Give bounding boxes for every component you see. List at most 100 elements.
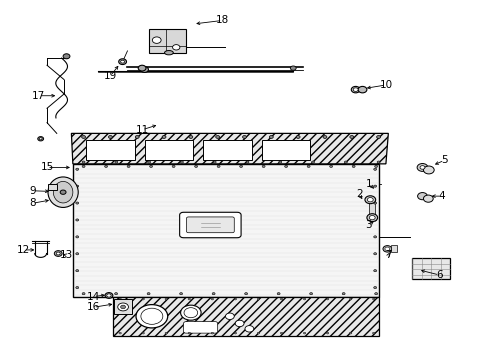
Ellipse shape	[278, 161, 281, 163]
Text: 4: 4	[438, 191, 445, 201]
Ellipse shape	[235, 320, 244, 327]
Ellipse shape	[53, 181, 73, 203]
Ellipse shape	[373, 287, 376, 289]
Ellipse shape	[82, 161, 85, 163]
Ellipse shape	[225, 313, 234, 319]
Ellipse shape	[76, 185, 79, 187]
Text: 2: 2	[355, 189, 362, 199]
Ellipse shape	[194, 165, 197, 167]
Ellipse shape	[152, 37, 161, 43]
Ellipse shape	[368, 216, 374, 220]
Text: 14: 14	[86, 292, 100, 302]
Ellipse shape	[366, 214, 377, 222]
Ellipse shape	[257, 298, 259, 300]
Ellipse shape	[373, 168, 376, 170]
Ellipse shape	[172, 45, 180, 50]
Ellipse shape	[119, 298, 121, 300]
Ellipse shape	[121, 305, 125, 309]
Ellipse shape	[217, 165, 220, 167]
Ellipse shape	[164, 50, 173, 55]
Bar	[203, 140, 251, 159]
Ellipse shape	[325, 298, 328, 300]
Ellipse shape	[147, 161, 150, 163]
Ellipse shape	[244, 325, 253, 332]
Ellipse shape	[419, 166, 424, 169]
Ellipse shape	[373, 236, 376, 238]
Ellipse shape	[127, 165, 130, 167]
Ellipse shape	[135, 135, 139, 138]
Ellipse shape	[366, 198, 372, 202]
Ellipse shape	[136, 305, 167, 328]
Ellipse shape	[269, 135, 273, 138]
Ellipse shape	[325, 332, 328, 334]
Ellipse shape	[147, 293, 150, 295]
Ellipse shape	[344, 161, 346, 163]
Ellipse shape	[373, 219, 376, 221]
Bar	[368, 200, 374, 218]
Ellipse shape	[82, 293, 85, 295]
Ellipse shape	[211, 332, 213, 334]
Text: 10: 10	[379, 80, 392, 90]
Ellipse shape	[149, 165, 152, 167]
Text: 7: 7	[384, 250, 391, 260]
Ellipse shape	[417, 193, 427, 200]
Ellipse shape	[296, 135, 300, 138]
Ellipse shape	[349, 135, 353, 138]
Ellipse shape	[180, 161, 183, 163]
Ellipse shape	[349, 332, 351, 334]
Ellipse shape	[290, 66, 296, 70]
Text: 9: 9	[29, 186, 36, 196]
Text: 16: 16	[86, 302, 100, 312]
Ellipse shape	[106, 294, 111, 297]
Text: 5: 5	[440, 155, 447, 165]
Ellipse shape	[188, 332, 190, 334]
Ellipse shape	[351, 165, 354, 167]
Ellipse shape	[423, 166, 433, 174]
Ellipse shape	[215, 135, 219, 138]
Ellipse shape	[81, 135, 85, 138]
Ellipse shape	[212, 293, 215, 295]
Ellipse shape	[277, 293, 280, 295]
Ellipse shape	[76, 236, 79, 238]
Ellipse shape	[374, 293, 377, 295]
Ellipse shape	[211, 298, 213, 300]
Ellipse shape	[172, 165, 175, 167]
Text: 12: 12	[17, 245, 30, 255]
Polygon shape	[113, 297, 378, 336]
Ellipse shape	[384, 247, 389, 251]
Polygon shape	[73, 164, 378, 297]
Ellipse shape	[165, 298, 167, 300]
Ellipse shape	[39, 138, 42, 140]
Ellipse shape	[374, 165, 377, 167]
Ellipse shape	[138, 65, 146, 71]
Ellipse shape	[76, 253, 79, 255]
Ellipse shape	[76, 270, 79, 272]
Bar	[261, 140, 310, 159]
Ellipse shape	[373, 253, 376, 255]
Ellipse shape	[165, 332, 167, 334]
Ellipse shape	[342, 293, 345, 295]
Text: 11: 11	[135, 125, 148, 135]
Bar	[149, 30, 185, 53]
Ellipse shape	[262, 165, 264, 167]
Ellipse shape	[242, 135, 246, 138]
Text: 13: 13	[60, 250, 73, 260]
Ellipse shape	[119, 59, 126, 64]
Ellipse shape	[179, 293, 182, 295]
Ellipse shape	[105, 293, 113, 298]
Ellipse shape	[76, 202, 79, 204]
Ellipse shape	[82, 165, 85, 167]
Ellipse shape	[306, 165, 309, 167]
Ellipse shape	[141, 67, 148, 72]
Text: 3: 3	[365, 220, 371, 230]
Bar	[86, 140, 135, 159]
Ellipse shape	[115, 161, 118, 163]
Ellipse shape	[60, 190, 66, 194]
Ellipse shape	[76, 287, 79, 289]
Ellipse shape	[188, 298, 190, 300]
Ellipse shape	[352, 88, 357, 91]
Ellipse shape	[119, 332, 121, 334]
Ellipse shape	[416, 163, 427, 171]
Ellipse shape	[118, 303, 128, 311]
FancyBboxPatch shape	[186, 217, 234, 233]
